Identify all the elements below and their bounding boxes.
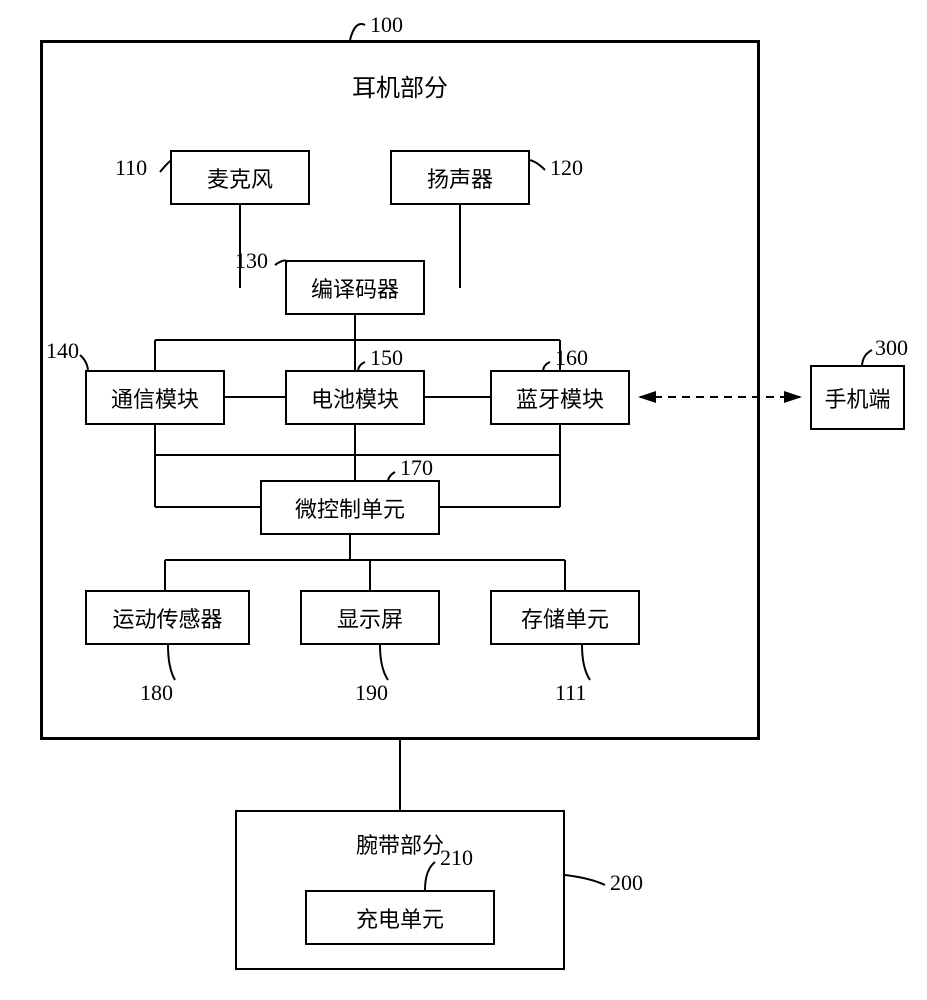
phone-box: 手机端	[810, 365, 905, 430]
id-170: 170	[400, 455, 433, 481]
id-150: 150	[370, 345, 403, 371]
id-190: 190	[355, 680, 388, 706]
phone-label: 手机端	[824, 382, 890, 414]
block-diagram: 耳机部分 麦克风 扬声器 编译码器 通信模块 电池模块 蓝牙模块 微控制单元 运…	[0, 0, 927, 1000]
speaker-box: 扬声器	[390, 150, 530, 205]
codec-box: 编译码器	[285, 260, 425, 315]
storage-label: 存储单元	[521, 602, 609, 634]
display-box: 显示屏	[300, 590, 440, 645]
comm-module-box: 通信模块	[85, 370, 225, 425]
mcu-label: 微控制单元	[295, 492, 405, 524]
id-160: 160	[555, 345, 588, 371]
microphone-box: 麦克风	[170, 150, 310, 205]
id-100: 100	[370, 12, 403, 38]
id-210: 210	[440, 845, 473, 871]
speaker-label: 扬声器	[427, 162, 493, 194]
bluetooth-label: 蓝牙模块	[516, 382, 604, 414]
headset-title: 耳机部分	[352, 68, 448, 103]
codec-label: 编译码器	[311, 272, 399, 304]
id-200: 200	[610, 870, 643, 896]
bluetooth-module-box: 蓝牙模块	[490, 370, 630, 425]
motion-label: 运动传感器	[112, 602, 222, 634]
charger-label: 充电单元	[356, 902, 444, 934]
battery-label: 电池模块	[311, 382, 399, 414]
microphone-label: 麦克风	[207, 162, 273, 194]
comm-label: 通信模块	[111, 382, 199, 414]
display-label: 显示屏	[337, 602, 403, 634]
battery-module-box: 电池模块	[285, 370, 425, 425]
storage-box: 存储单元	[490, 590, 640, 645]
charger-box: 充电单元	[305, 890, 495, 945]
id-130: 130	[235, 248, 268, 274]
id-120: 120	[550, 155, 583, 181]
id-180: 180	[140, 680, 173, 706]
id-140: 140	[46, 338, 79, 364]
id-110: 110	[115, 155, 147, 181]
id-111: 111	[555, 680, 586, 706]
motion-sensor-box: 运动传感器	[85, 590, 250, 645]
wristband-title: 腕带部分	[356, 828, 444, 860]
id-300: 300	[875, 335, 908, 361]
mcu-box: 微控制单元	[260, 480, 440, 535]
